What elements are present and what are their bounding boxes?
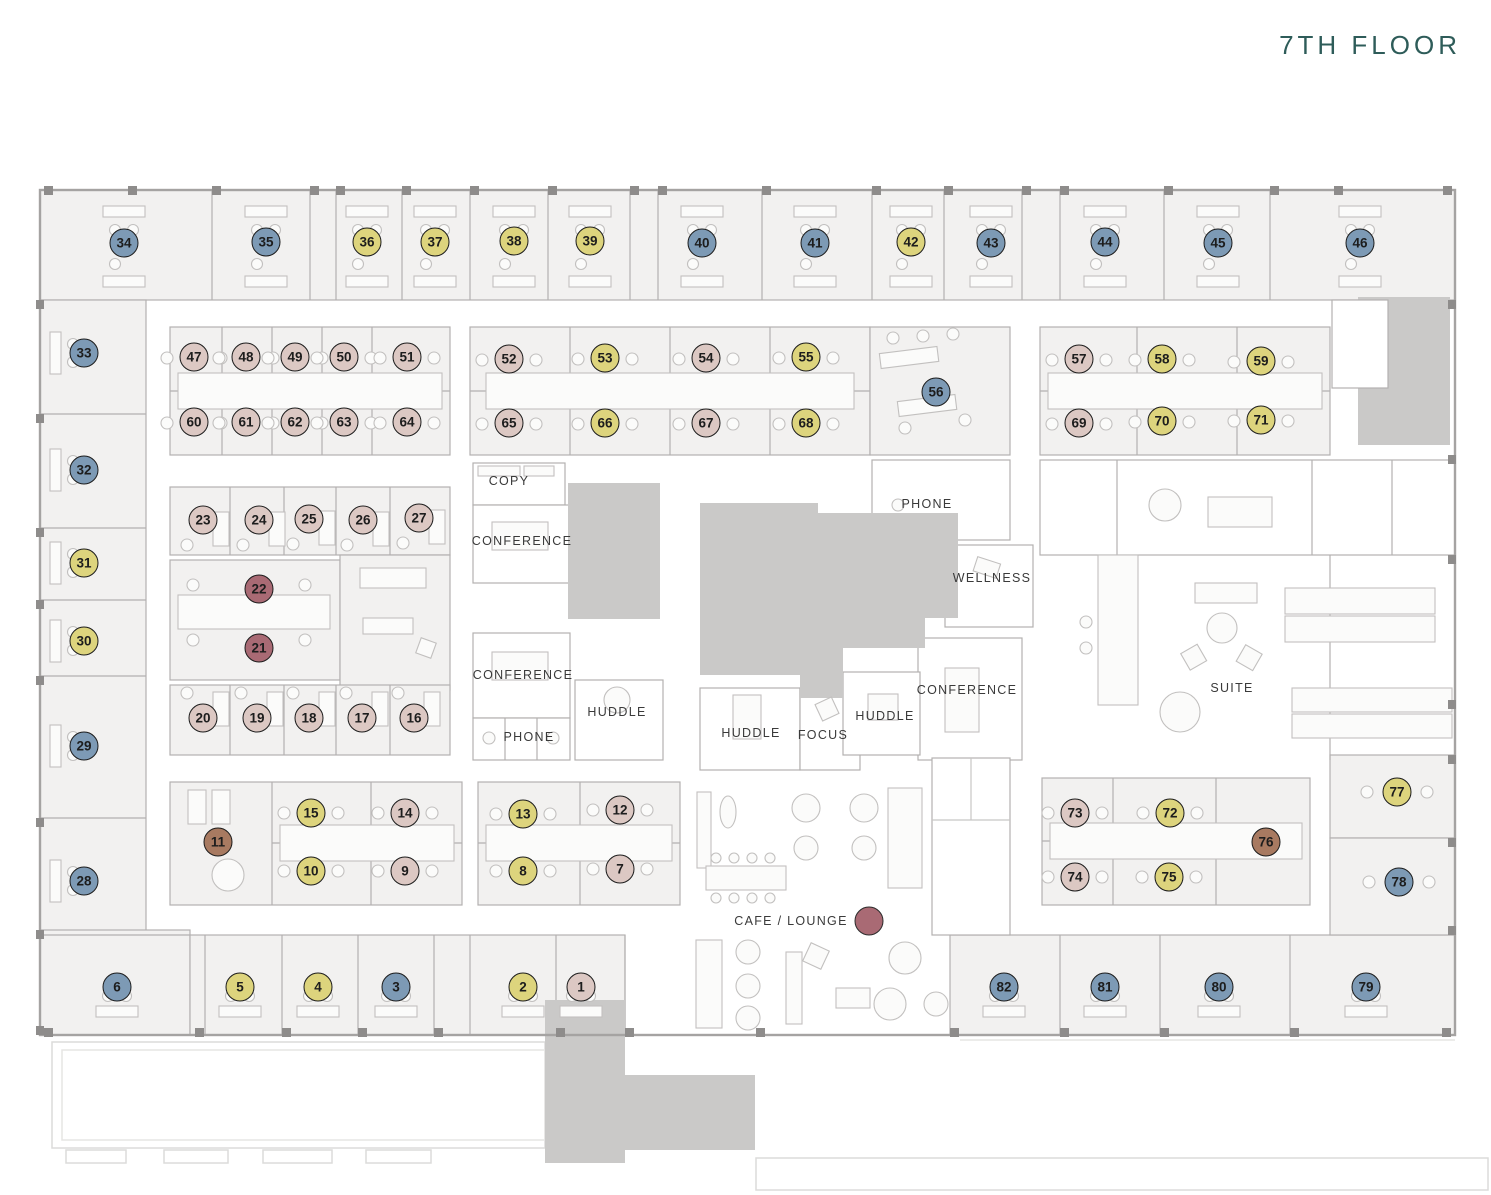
- seat-marker-5[interactable]: 5: [225, 972, 255, 1002]
- seat-marker-36[interactable]: 36: [352, 227, 382, 257]
- seat-marker-44[interactable]: 44: [1090, 227, 1120, 257]
- seat-marker-55[interactable]: 55: [791, 342, 821, 372]
- seat-marker-11[interactable]: 11: [203, 827, 233, 857]
- seat-marker-58[interactable]: 58: [1147, 344, 1177, 374]
- seat-marker-69[interactable]: 69: [1064, 408, 1094, 438]
- seat-marker-63[interactable]: 63: [329, 407, 359, 437]
- seat-marker-50[interactable]: 50: [329, 342, 359, 372]
- seat-marker-22[interactable]: 22: [244, 574, 274, 604]
- seat-marker-33[interactable]: 33: [69, 338, 99, 368]
- seat-marker-77[interactable]: 77: [1382, 777, 1412, 807]
- terrace-outline: [51, 1039, 1489, 1191]
- seat-marker-16[interactable]: 16: [399, 703, 429, 733]
- seat-marker-67[interactable]: 67: [691, 408, 721, 438]
- seat-marker-61[interactable]: 61: [231, 407, 261, 437]
- seat-marker-35[interactable]: 35: [251, 227, 281, 257]
- seat-marker-66[interactable]: 66: [590, 408, 620, 438]
- seat-marker-40[interactable]: 40: [687, 228, 717, 258]
- seat-marker-68[interactable]: 68: [791, 408, 821, 438]
- seat-marker-57[interactable]: 57: [1064, 344, 1094, 374]
- seat-marker-21[interactable]: 21: [244, 633, 274, 663]
- seat-marker-65[interactable]: 65: [494, 408, 524, 438]
- seat-marker-29[interactable]: 29: [69, 731, 99, 761]
- seat-marker-56[interactable]: 56: [921, 377, 951, 407]
- seat-marker-42[interactable]: 42: [896, 227, 926, 257]
- seat-marker-34[interactable]: 34: [109, 228, 139, 258]
- seat-marker-76[interactable]: 76: [1251, 827, 1281, 857]
- seat-marker-73[interactable]: 73: [1060, 798, 1090, 828]
- seat-marker-7[interactable]: 7: [605, 854, 635, 884]
- seat-marker-31[interactable]: 31: [69, 548, 99, 578]
- seat-marker-71[interactable]: 71: [1246, 405, 1276, 435]
- seat-marker-45[interactable]: 45: [1203, 228, 1233, 258]
- seat-marker-43[interactable]: 43: [976, 228, 1006, 258]
- seat-marker-49[interactable]: 49: [280, 342, 310, 372]
- core-side-room: [1331, 299, 1389, 389]
- seat-marker-39[interactable]: 39: [575, 226, 605, 256]
- seat-marker-15[interactable]: 15: [296, 798, 326, 828]
- exterior-wall: [38, 188, 1457, 1037]
- seat-marker-1[interactable]: 1: [566, 972, 596, 1002]
- seat-marker-12[interactable]: 12: [605, 795, 635, 825]
- facade-columns: [36, 186, 1456, 1037]
- seat-marker-78[interactable]: 78: [1384, 867, 1414, 897]
- page-title: 7TH FLOOR: [1279, 30, 1461, 60]
- seat-marker-75[interactable]: 75: [1154, 862, 1184, 892]
- seat-marker-10[interactable]: 10: [296, 856, 326, 886]
- cafe-lounge-marker[interactable]: [854, 906, 884, 936]
- seat-marker-53[interactable]: 53: [590, 343, 620, 373]
- seat-marker-59[interactable]: 59: [1246, 346, 1276, 376]
- seat-marker-24[interactable]: 24: [244, 505, 274, 535]
- seat-marker-25[interactable]: 25: [294, 504, 324, 534]
- seat-marker-19[interactable]: 19: [242, 703, 272, 733]
- seat-marker-17[interactable]: 17: [347, 703, 377, 733]
- seat-marker-14[interactable]: 14: [390, 798, 420, 828]
- seat-marker-38[interactable]: 38: [499, 226, 529, 256]
- seat-marker-51[interactable]: 51: [392, 342, 422, 372]
- seat-marker-28[interactable]: 28: [69, 866, 99, 896]
- seat-marker-27[interactable]: 27: [404, 503, 434, 533]
- seat-marker-8[interactable]: 8: [508, 856, 538, 886]
- seat-marker-46[interactable]: 46: [1345, 228, 1375, 258]
- seat-marker-60[interactable]: 60: [179, 407, 209, 437]
- seat-marker-79[interactable]: 79: [1351, 972, 1381, 1002]
- seat-marker-2[interactable]: 2: [508, 972, 538, 1002]
- seat-marker-74[interactable]: 74: [1060, 862, 1090, 892]
- seat-marker-37[interactable]: 37: [420, 227, 450, 257]
- seat-marker-62[interactable]: 62: [280, 407, 310, 437]
- seat-marker-18[interactable]: 18: [294, 703, 324, 733]
- seat-marker-4[interactable]: 4: [303, 972, 333, 1002]
- seat-marker-13[interactable]: 13: [508, 799, 538, 829]
- seat-marker-26[interactable]: 26: [348, 505, 378, 535]
- seat-marker-64[interactable]: 64: [392, 407, 422, 437]
- seat-marker-81[interactable]: 81: [1090, 972, 1120, 1002]
- seat-marker-9[interactable]: 9: [390, 856, 420, 886]
- seat-marker-20[interactable]: 20: [188, 703, 218, 733]
- seat-marker-30[interactable]: 30: [69, 626, 99, 656]
- seat-marker-80[interactable]: 80: [1204, 972, 1234, 1002]
- core-blocks: [545, 297, 1450, 1163]
- furniture: [177, 327, 1453, 1031]
- seat-marker-70[interactable]: 70: [1147, 406, 1177, 436]
- seat-marker-47[interactable]: 47: [179, 342, 209, 372]
- seat-marker-48[interactable]: 48: [231, 342, 261, 372]
- seat-marker-3[interactable]: 3: [381, 972, 411, 1002]
- seat-marker-72[interactable]: 72: [1155, 798, 1185, 828]
- seat-marker-52[interactable]: 52: [494, 344, 524, 374]
- seat-marker-23[interactable]: 23: [188, 505, 218, 535]
- seat-marker-82[interactable]: 82: [989, 972, 1019, 1002]
- seat-marker-41[interactable]: 41: [800, 228, 830, 258]
- seat-marker-6[interactable]: 6: [102, 972, 132, 1002]
- seat-marker-54[interactable]: 54: [691, 343, 721, 373]
- seat-marker-32[interactable]: 32: [69, 455, 99, 485]
